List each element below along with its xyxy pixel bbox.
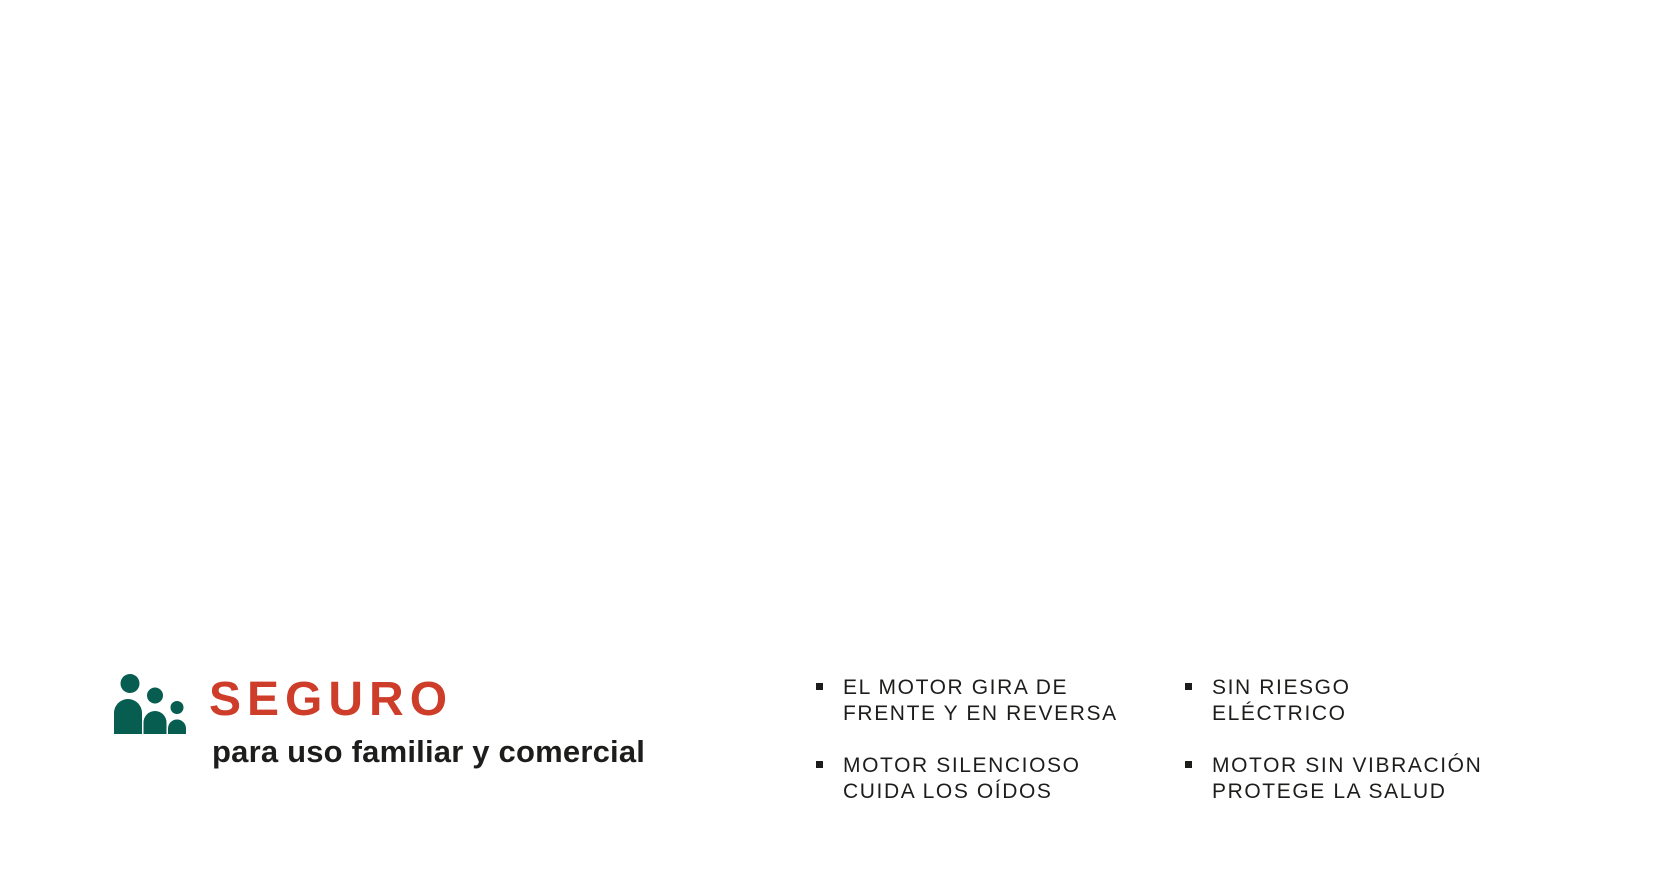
bullet-square-icon — [816, 761, 823, 768]
brand-subtitle: para uso familiar y comercial — [212, 734, 646, 769]
feature-line: FRENTE Y EN REVERSA — [843, 702, 1118, 725]
feature-text: EL MOTOR GIRA DE FRENTE Y EN REVERSA — [843, 675, 1118, 727]
feature-column-left: EL MOTOR GIRA DE FRENTE Y EN REVERSA MOT… — [816, 675, 1136, 831]
feature-line: MOTOR SIN VIBRACIÓN — [1212, 754, 1483, 777]
feature-line: EL MOTOR GIRA DE — [843, 676, 1069, 699]
bullet-square-icon — [1185, 683, 1192, 690]
feature-line: PROTEGE LA SALUD — [1212, 780, 1447, 803]
feature-column-right: SIN RIESGO ELÉCTRICO MOTOR SIN VIBRACIÓN… — [1185, 675, 1525, 831]
feature-line: SIN RIESGO — [1212, 676, 1351, 699]
feature-text: SIN RIESGO ELÉCTRICO — [1212, 675, 1351, 727]
feature-line: CUIDA LOS OÍDOS — [843, 780, 1053, 803]
feature-text: MOTOR SIN VIBRACIÓN PROTEGE LA SALUD — [1212, 753, 1482, 805]
family-icon — [114, 674, 186, 734]
bullet-square-icon — [816, 683, 823, 690]
feature-item: MOTOR SILENCIOSO CUIDA LOS OÍDOS — [816, 753, 1136, 805]
feature-item: MOTOR SIN VIBRACIÓN PROTEGE LA SALUD — [1185, 753, 1525, 805]
feature-line: ELÉCTRICO — [1212, 702, 1347, 725]
feature-line: MOTOR SILENCIOSO — [843, 754, 1081, 777]
feature-text: MOTOR SILENCIOSO CUIDA LOS OÍDOS — [843, 753, 1081, 805]
brand-title: SEGURO — [209, 673, 454, 726]
feature-item: SIN RIESGO ELÉCTRICO — [1185, 675, 1525, 727]
feature-item: EL MOTOR GIRA DE FRENTE Y EN REVERSA — [816, 675, 1136, 727]
bullet-square-icon — [1185, 761, 1192, 768]
